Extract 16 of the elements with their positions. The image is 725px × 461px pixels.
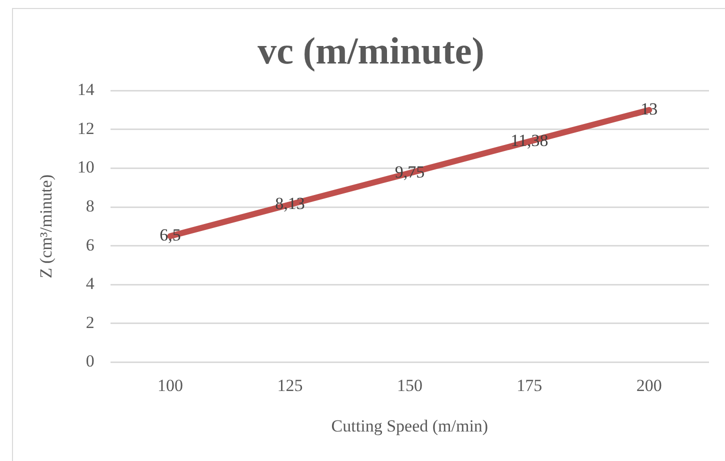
y-tick-label: 0 xyxy=(86,352,94,371)
y-tick-label: 10 xyxy=(77,158,94,177)
x-axis-title: Cutting Speed (m/min) xyxy=(331,416,488,436)
y-tick-label: 8 xyxy=(86,196,94,216)
y-tick-label: 14 xyxy=(77,80,95,100)
chart-title: vc (m/minute) xyxy=(258,30,484,73)
y-tick-label: 2 xyxy=(86,312,94,332)
x-tick-label: 175 xyxy=(516,376,542,395)
y-axis-title: Z (cm³/minute) xyxy=(36,174,56,278)
y-tick-label: 4 xyxy=(86,274,95,294)
x-tick-label: 100 xyxy=(158,376,184,395)
x-tick-label: 200 xyxy=(636,376,662,395)
x-tick-label: 125 xyxy=(277,376,303,395)
y-tick-label: 6 xyxy=(86,235,94,254)
x-tick-label: 150 xyxy=(396,376,422,395)
y-tick-label: 12 xyxy=(77,118,94,138)
